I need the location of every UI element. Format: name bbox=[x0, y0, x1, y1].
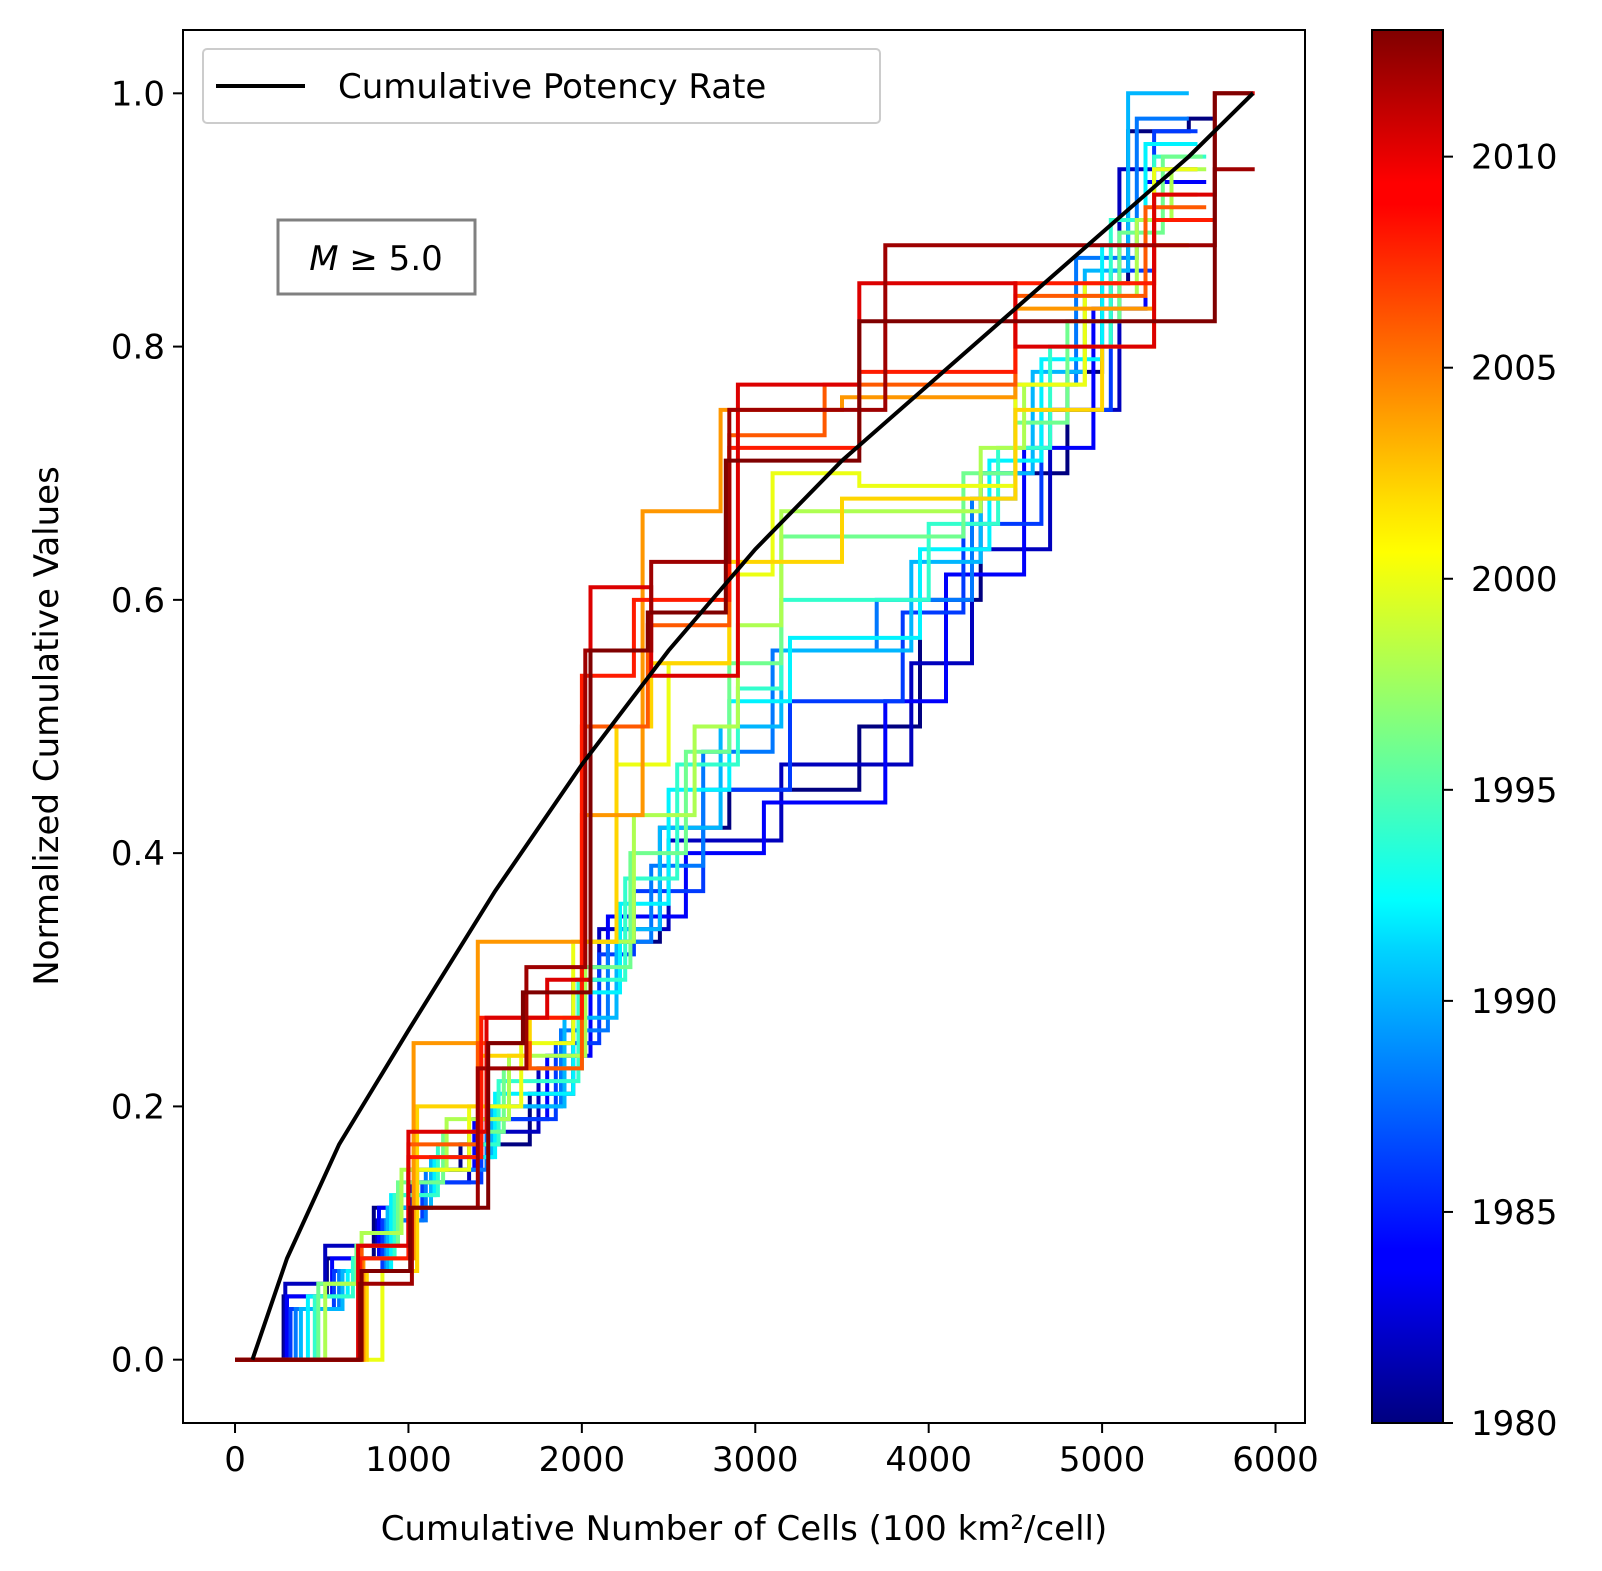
y-tick-label: 1.0 bbox=[111, 74, 165, 114]
colorbar-ticks: 1980 1985 1990 1995 2000 2005 2010 bbox=[1443, 138, 1558, 1444]
series-line-2002 bbox=[235, 243, 1189, 1362]
series-line-1980 bbox=[235, 116, 1215, 1362]
y-tick-label: 0.2 bbox=[111, 1087, 165, 1127]
y-tick-label: 0.8 bbox=[111, 328, 165, 368]
colorbar-tick-label: 1995 bbox=[1471, 771, 1558, 811]
series-line-2013 bbox=[235, 91, 1253, 1362]
x-tick-label: 4000 bbox=[885, 1440, 972, 1480]
y-axis: 0.0 0.2 0.4 0.6 0.8 1.0 bbox=[111, 74, 183, 1381]
x-tick-label: 5000 bbox=[1059, 1440, 1146, 1480]
series-line-1996 bbox=[235, 154, 1203, 1362]
y-tick-label: 0.6 bbox=[111, 581, 165, 621]
series-line-2000 bbox=[235, 167, 1198, 1362]
y-axis-label: Normalized Cumulative Values bbox=[27, 466, 67, 986]
legend-box bbox=[202, 48, 881, 124]
x-tick-label: 0 bbox=[224, 1440, 246, 1480]
potency-rate-curve bbox=[250, 91, 1255, 1361]
x-axis-label: Cumulative Number of Cells (100 km²/cell… bbox=[381, 1509, 1108, 1549]
series-line-1994 bbox=[235, 154, 1207, 1362]
x-axis: 0 1000 2000 3000 4000 5000 6000 bbox=[224, 1423, 1319, 1480]
colorbar: 1980 1985 1990 1995 2000 2005 2010 bbox=[1371, 29, 1558, 1444]
colorbar-tick-label: 1990 bbox=[1471, 982, 1558, 1022]
x-tick-label: 1000 bbox=[365, 1440, 452, 1480]
plot-area bbox=[182, 29, 1306, 1424]
x-tick-label: 6000 bbox=[1232, 1440, 1319, 1480]
legend-label: Cumulative Potency Rate bbox=[338, 67, 766, 107]
legend: Cumulative Potency Rate bbox=[202, 48, 881, 124]
reference-layer bbox=[250, 91, 1255, 1361]
colorbar-gradient bbox=[1371, 29, 1444, 1424]
y-tick-label: 0.4 bbox=[111, 834, 165, 874]
series-line-1988 bbox=[235, 116, 1189, 1362]
colorbar-tick-label: 1980 bbox=[1471, 1404, 1558, 1444]
y-tick-label: 0.0 bbox=[111, 1341, 165, 1381]
colorbar-tick-label: 2005 bbox=[1471, 349, 1558, 389]
x-tick-label: 2000 bbox=[539, 1440, 626, 1480]
annotation-text: M ≥ 5.0 bbox=[309, 239, 443, 279]
x-tick-label: 3000 bbox=[712, 1440, 799, 1480]
colorbar-tick-label: 2000 bbox=[1471, 560, 1558, 600]
series-layer bbox=[235, 91, 1255, 1362]
magnitude-annotation: M ≥ 5.0 bbox=[276, 218, 477, 296]
colorbar-tick-label: 2010 bbox=[1471, 138, 1558, 178]
colorbar-tick-label: 1985 bbox=[1471, 1193, 1558, 1233]
annotation-box bbox=[276, 218, 477, 296]
plot-frame bbox=[182, 29, 1306, 1424]
series-line-2004 bbox=[235, 192, 1198, 1362]
series-line-1986 bbox=[235, 129, 1198, 1362]
